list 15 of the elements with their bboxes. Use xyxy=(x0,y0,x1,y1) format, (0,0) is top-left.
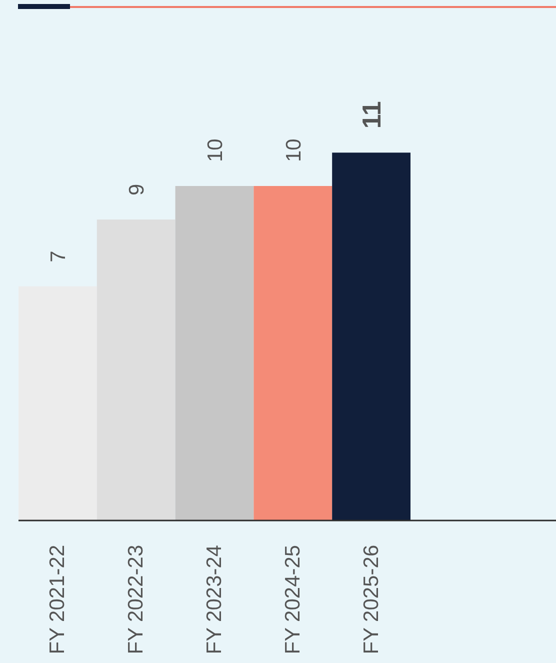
data-label: 9 xyxy=(126,184,149,196)
data-label: 7 xyxy=(47,250,70,262)
x-tick-label: FY 2022-23 xyxy=(124,544,148,654)
bar xyxy=(175,186,254,520)
data-label: 10 xyxy=(282,138,306,162)
bar xyxy=(332,152,410,520)
x-tick-label: FY 2021-22 xyxy=(46,544,70,654)
bar xyxy=(18,286,97,520)
x-tick-label: FY 2024-25 xyxy=(281,544,304,654)
x-tick-label: FY 2023-24 xyxy=(203,544,226,654)
data-label: 10 xyxy=(204,138,227,162)
bar xyxy=(96,220,176,520)
data-label: 11 xyxy=(356,101,386,129)
bar xyxy=(254,186,332,520)
x-tick-label: FY 2025-26 xyxy=(360,544,383,654)
